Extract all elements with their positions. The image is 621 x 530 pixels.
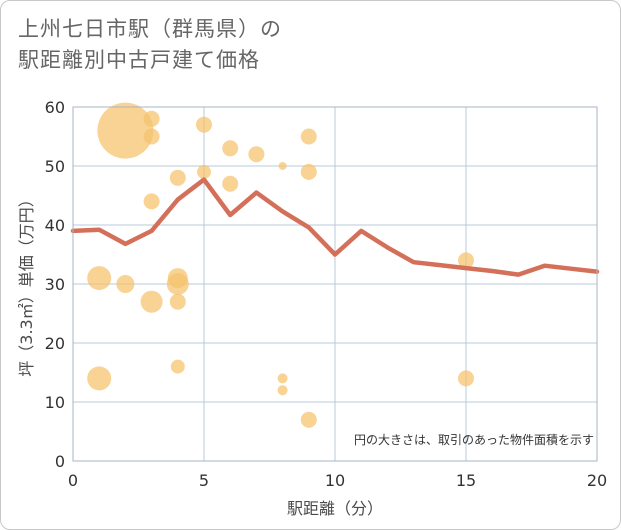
bubble-point <box>143 110 160 127</box>
bubble-point <box>458 370 474 387</box>
bubble-point <box>458 252 474 269</box>
bubble-point <box>278 162 287 170</box>
bubble-point <box>143 128 160 145</box>
chart-title-line-2: 駅距離別中古戸建て価格 <box>18 48 260 72</box>
y-tick-label: 30 <box>45 275 65 294</box>
x-tick-label: 5 <box>199 471 209 490</box>
y-tick-label: 60 <box>45 98 65 117</box>
y-tick-label: 40 <box>45 216 65 235</box>
bubble-point <box>300 163 317 180</box>
y-tick-labels: 0 10 20 30 40 50 60 <box>45 98 65 471</box>
bubble-point <box>248 146 265 163</box>
chart-title: 上州七日市駅（群馬県）の 駅距離別中古戸建て価格 <box>18 14 578 76</box>
x-tick-label: 15 <box>456 471 476 490</box>
bubble-point <box>300 128 317 145</box>
bubble-point <box>277 385 288 396</box>
bubble-point <box>169 169 186 186</box>
y-tick-label: 10 <box>45 393 65 412</box>
x-axis-label: 駅距離（分） <box>287 499 383 518</box>
bubble-point <box>222 140 239 157</box>
bubble-point <box>196 116 212 133</box>
average-price-line <box>70 177 600 277</box>
bubble-point <box>97 102 154 159</box>
bubble-point <box>166 273 189 295</box>
y-axis-label: 坪（3.3㎡）単価（万円） <box>17 191 36 376</box>
bubble-point <box>116 275 135 293</box>
bubble-point <box>169 293 186 310</box>
bubble-point <box>170 359 185 374</box>
bubble-point <box>300 411 317 428</box>
bubble-point <box>143 193 160 210</box>
bubble-point <box>87 266 112 291</box>
average-line-series <box>70 177 600 277</box>
bubble-point <box>140 290 163 313</box>
plot-border <box>72 106 598 462</box>
x-tick-label: 20 <box>587 471 607 490</box>
bubble-size-note: 円の大きさは、取引のあった物件面積を示す <box>354 432 594 447</box>
bubble-point <box>222 175 239 192</box>
bubble-point <box>197 164 211 179</box>
x-tick-label: 0 <box>68 471 78 490</box>
bubble-series <box>87 102 474 428</box>
x-tick-label: 10 <box>325 471 345 490</box>
x-tick-labels: 0 5 10 15 20 <box>68 471 607 490</box>
bubble-point <box>277 373 288 384</box>
chart-title-line-1: 上州七日市駅（群馬県）の <box>18 17 282 41</box>
grid <box>72 106 598 462</box>
y-tick-label: 20 <box>45 334 65 353</box>
bubble-point <box>87 366 112 391</box>
y-tick-label: 50 <box>45 157 65 176</box>
y-tick-label: 0 <box>55 452 65 471</box>
